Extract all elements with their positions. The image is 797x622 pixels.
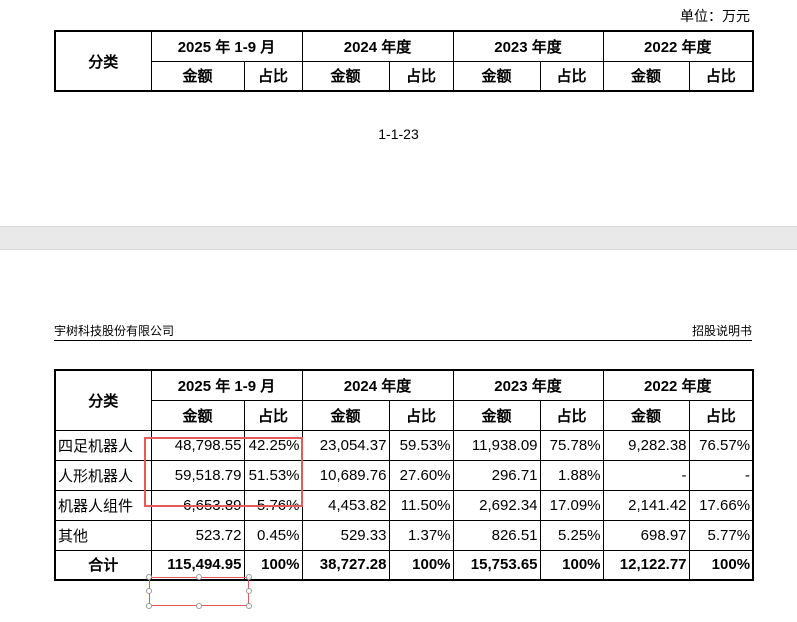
total-ratio-cell: 100% (688, 549, 754, 581)
ratio-cell: 27.60% (388, 459, 454, 491)
period-header: 2023 年度 (452, 30, 604, 62)
ratio-cell: 75.78% (539, 429, 604, 461)
row-label: 人形机器人 (54, 459, 152, 491)
period-header: 2022 年度 (602, 30, 754, 62)
ratio-header: 占比 (539, 399, 604, 431)
ratio-cell: 5.76% (243, 489, 303, 521)
company-name: 宇树科技股份有限公司 (54, 324, 175, 338)
ratio-cell: 1.37% (388, 519, 454, 551)
amount-header: 金额 (602, 60, 690, 92)
total-amount-cell: 38,727.28 (301, 549, 390, 581)
table-row: 机器人组件 6,653.89 5.76% 4,453.82 11.50% 2,6… (54, 489, 754, 521)
amount-cell: 698.97 (602, 519, 690, 551)
ratio-cell: 0.45% (243, 519, 303, 551)
amount-cell: 826.51 (452, 519, 541, 551)
revenue-table-header-continued: 分类 2025 年 1-9 月 2024 年度 2023 年度 2022 年度 … (54, 30, 755, 92)
ratio-cell: 5.77% (688, 519, 754, 551)
category-header: 分类 (54, 30, 152, 92)
amount-header: 金额 (452, 399, 541, 431)
amount-cell: 529.33 (301, 519, 390, 551)
ratio-cell: 1.88% (539, 459, 604, 491)
ratio-cell: 11.50% (388, 489, 454, 521)
document-header: 宇树科技股份有限公司 招股说明书 (54, 320, 752, 341)
row-label: 机器人组件 (54, 489, 152, 521)
amount-cell: 2,141.42 (602, 489, 690, 521)
revenue-by-category-table: 分类 2025 年 1-9 月 2024 年度 2023 年度 2022 年度 … (54, 369, 755, 581)
row-label: 其他 (54, 519, 152, 551)
amount-cell: 2,692.34 (452, 489, 541, 521)
period-header: 2024 年度 (301, 30, 454, 62)
total-label: 合计 (54, 549, 152, 581)
ratio-cell: 42.25% (243, 429, 303, 461)
ratio-header: 占比 (539, 60, 604, 92)
total-amount-cell: 12,122.77 (602, 549, 690, 581)
period-header: 2024 年度 (301, 369, 454, 401)
ratio-cell: 51.53% (243, 459, 303, 491)
amount-cell: 6,653.89 (150, 489, 245, 521)
resize-handle[interactable] (146, 603, 152, 609)
total-ratio-cell: 100% (539, 549, 604, 581)
ratio-cell: 5.25% (539, 519, 604, 551)
amount-cell: 4,453.82 (301, 489, 390, 521)
amount-header: 金额 (452, 60, 541, 92)
ratio-header: 占比 (243, 399, 303, 431)
resize-handle[interactable] (246, 574, 252, 580)
period-header: 2025 年 1-9 月 (150, 30, 303, 62)
amount-cell: 11,938.09 (452, 429, 541, 461)
amount-cell: 48,798.55 (150, 429, 245, 461)
amount-header: 金额 (301, 399, 390, 431)
category-header: 分类 (54, 369, 152, 431)
total-row: 合计 115,494.95 100% 38,727.28 100% 15,753… (54, 549, 754, 581)
amount-header: 金额 (150, 60, 245, 92)
amount-cell: 10,689.76 (301, 459, 390, 491)
resize-handle[interactable] (246, 588, 252, 594)
resize-handle[interactable] (146, 574, 152, 580)
total-amount-cell: 15,753.65 (452, 549, 541, 581)
period-header: 2025 年 1-9 月 (150, 369, 303, 401)
ratio-header: 占比 (688, 399, 754, 431)
amount-cell: 23,054.37 (301, 429, 390, 461)
period-header: 2023 年度 (452, 369, 604, 401)
ratio-header: 占比 (688, 60, 754, 92)
amount-header: 金额 (301, 60, 390, 92)
resize-handle[interactable] (146, 588, 152, 594)
amount-header: 金额 (150, 399, 245, 431)
amount-cell: 296.71 (452, 459, 541, 491)
ratio-cell: 59.53% (388, 429, 454, 461)
total-ratio-cell: 100% (388, 549, 454, 581)
table-row: 其他 523.72 0.45% 529.33 1.37% 826.51 5.25… (54, 519, 754, 551)
ratio-cell: 76.57% (688, 429, 754, 461)
period-header: 2022 年度 (602, 369, 754, 401)
selection-box[interactable] (149, 577, 249, 606)
amount-cell: 9,282.38 (602, 429, 690, 461)
row-label: 四足机器人 (54, 429, 152, 461)
page-break (0, 226, 797, 250)
total-ratio-cell: 100% (243, 549, 303, 581)
ratio-header: 占比 (388, 60, 454, 92)
amount-cell: - (602, 459, 690, 491)
resize-handle[interactable] (196, 574, 202, 580)
resize-handle[interactable] (196, 603, 202, 609)
ratio-cell: - (688, 459, 754, 491)
amount-header: 金额 (602, 399, 690, 431)
ratio-cell: 17.09% (539, 489, 604, 521)
ratio-header: 占比 (243, 60, 303, 92)
unit-label: 单位：万元 (680, 10, 750, 25)
resize-handle[interactable] (246, 603, 252, 609)
amount-cell: 59,518.79 (150, 459, 245, 491)
table-row: 人形机器人 59,518.79 51.53% 10,689.76 27.60% … (54, 459, 754, 491)
ratio-cell: 17.66% (688, 489, 754, 521)
table-row: 四足机器人 48,798.55 42.25% 23,054.37 59.53% … (54, 429, 754, 461)
page-number: 1-1-23 (378, 126, 419, 142)
amount-cell: 523.72 (150, 519, 245, 551)
ratio-header: 占比 (388, 399, 454, 431)
document-type: 招股说明书 (691, 324, 752, 338)
